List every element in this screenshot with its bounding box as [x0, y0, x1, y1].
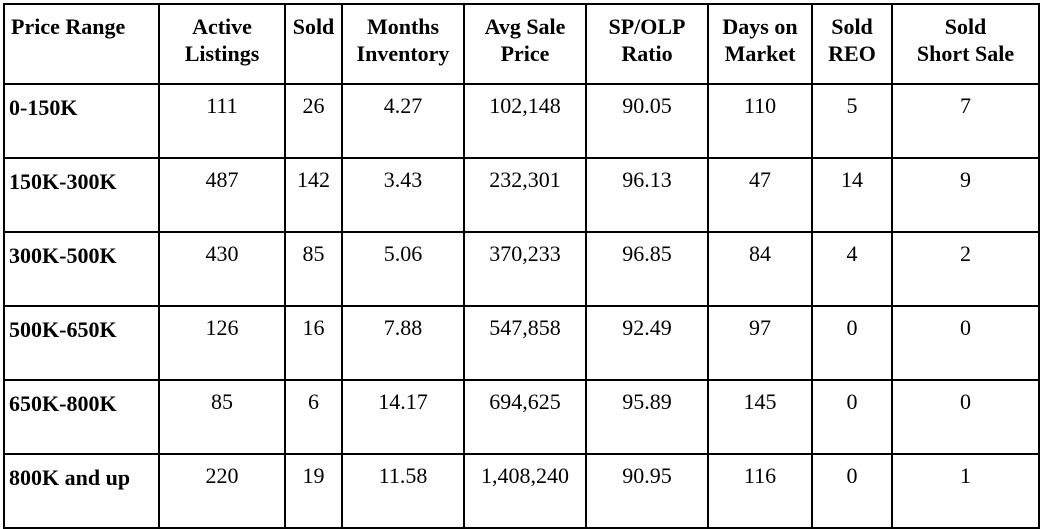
active-listings-cell: 220: [158, 453, 286, 529]
avg-sale-price-cell: 694,625: [463, 379, 587, 455]
header-line: Market: [724, 41, 796, 66]
active-listings-cell: 85: [158, 379, 286, 455]
sold-reo-cell: 0: [811, 305, 893, 381]
header-active-listings: Active Listings: [158, 3, 286, 85]
price-range-cell: 800K and up: [3, 453, 160, 529]
header-line: Avg Sale: [484, 14, 566, 39]
header-line: REO: [828, 41, 876, 66]
header-line: Price: [500, 41, 550, 66]
avg-sale-price-cell: 370,233: [463, 231, 587, 307]
header-sp-olp-ratio: SP/OLP Ratio: [585, 3, 709, 85]
sold-short-sale-cell: 7: [891, 83, 1040, 159]
months-inventory-cell: 7.88: [341, 305, 465, 381]
header-line: Price Range: [11, 14, 126, 39]
months-inventory-cell: 3.43: [341, 157, 465, 233]
price-range-cell: 300K-500K: [3, 231, 160, 307]
sp-olp-ratio-cell: 90.95: [585, 453, 709, 529]
price-range-cell: 500K-650K: [3, 305, 160, 381]
header-line: Sold: [831, 14, 873, 39]
header-sold-reo: Sold REO: [811, 3, 893, 85]
table-row: 650K-800K 85 6 14.17 694,625 95.89 145 0…: [3, 379, 1040, 455]
header-line: Months: [366, 14, 440, 39]
header-line: Inventory: [356, 41, 450, 66]
months-inventory-cell: 5.06: [341, 231, 465, 307]
sold-short-sale-cell: 9: [891, 157, 1040, 233]
header-price-range: Price Range: [3, 3, 160, 85]
header-line: Ratio: [621, 41, 673, 66]
sp-olp-ratio-cell: 90.05: [585, 83, 709, 159]
sp-olp-ratio-cell: 92.49: [585, 305, 709, 381]
avg-sale-price-cell: 1,408,240: [463, 453, 587, 529]
sold-short-sale-cell: 0: [891, 379, 1040, 455]
days-on-market-cell: 116: [707, 453, 813, 529]
table-row: 300K-500K 430 85 5.06 370,233 96.85 84 4…: [3, 231, 1040, 307]
price-range-cell: 650K-800K: [3, 379, 160, 455]
header-days-on-market: Days on Market: [707, 3, 813, 85]
sold-cell: 16: [284, 305, 343, 381]
sold-cell: 142: [284, 157, 343, 233]
header-sold: Sold: [284, 3, 343, 85]
avg-sale-price-cell: 547,858: [463, 305, 587, 381]
months-inventory-cell: 11.58: [341, 453, 465, 529]
avg-sale-price-cell: 102,148: [463, 83, 587, 159]
header-avg-sale-price: Avg Sale Price: [463, 3, 587, 85]
active-listings-cell: 487: [158, 157, 286, 233]
avg-sale-price-cell: 232,301: [463, 157, 587, 233]
sold-cell: 85: [284, 231, 343, 307]
header-sold-short-sale: Sold Short Sale: [891, 3, 1040, 85]
sold-reo-cell: 0: [811, 453, 893, 529]
market-stats-table: Price Range Active Listings Sold Months …: [3, 3, 1040, 529]
days-on-market-cell: 97: [707, 305, 813, 381]
days-on-market-cell: 145: [707, 379, 813, 455]
days-on-market-cell: 110: [707, 83, 813, 159]
sold-short-sale-cell: 2: [891, 231, 1040, 307]
header-line: Short Sale: [916, 41, 1015, 66]
sold-reo-cell: 0: [811, 379, 893, 455]
months-inventory-cell: 14.17: [341, 379, 465, 455]
months-inventory-cell: 4.27: [341, 83, 465, 159]
active-listings-cell: 126: [158, 305, 286, 381]
sold-cell: 26: [284, 83, 343, 159]
table-row: 500K-650K 126 16 7.88 547,858 92.49 97 0…: [3, 305, 1040, 381]
active-listings-cell: 430: [158, 231, 286, 307]
sold-cell: 6: [284, 379, 343, 455]
header-line: Sold: [292, 14, 335, 39]
header-line: Sold: [944, 14, 987, 39]
header-line: Active: [192, 14, 252, 39]
sp-olp-ratio-cell: 96.13: [585, 157, 709, 233]
sold-reo-cell: 4: [811, 231, 893, 307]
sold-cell: 19: [284, 453, 343, 529]
sold-reo-cell: 5: [811, 83, 893, 159]
header-line: SP/OLP: [608, 14, 686, 39]
table-row: 150K-300K 487 142 3.43 232,301 96.13 47 …: [3, 157, 1040, 233]
header-line: Listings: [184, 41, 260, 66]
price-range-cell: 150K-300K: [3, 157, 160, 233]
sp-olp-ratio-cell: 95.89: [585, 379, 709, 455]
sold-short-sale-cell: 1: [891, 453, 1040, 529]
days-on-market-cell: 84: [707, 231, 813, 307]
days-on-market-cell: 47: [707, 157, 813, 233]
sold-reo-cell: 14: [811, 157, 893, 233]
header-line: Days on: [722, 14, 798, 39]
header-months-inventory: Months Inventory: [341, 3, 465, 85]
active-listings-cell: 111: [158, 83, 286, 159]
table-row: 0-150K 111 26 4.27 102,148 90.05 110 5 7: [3, 83, 1040, 159]
header-row: Price Range Active Listings Sold Months …: [3, 3, 1040, 85]
sold-short-sale-cell: 0: [891, 305, 1040, 381]
price-range-cell: 0-150K: [3, 83, 160, 159]
table-row: 800K and up 220 19 11.58 1,408,240 90.95…: [3, 453, 1040, 529]
sp-olp-ratio-cell: 96.85: [585, 231, 709, 307]
